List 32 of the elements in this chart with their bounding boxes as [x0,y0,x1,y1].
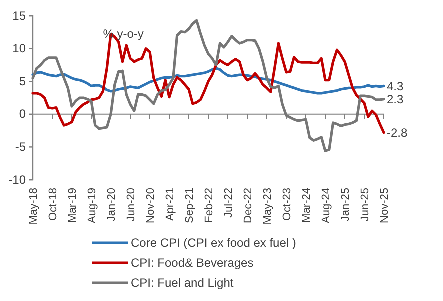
y-tick-label: -10 [8,172,26,187]
x-tick-label: Mar-19 [66,188,79,223]
x-tick-label: Jan-20 [106,188,118,222]
x-tick-label: Jun-25 [359,188,372,222]
x-tick-label: Feb-22 [203,188,216,223]
x-tick-label: Nov-20 [144,188,157,224]
y-tick-label: 5 [19,74,26,88]
annotation: 4.3 [387,79,404,94]
legend-label: CPI: Fuel and Light [131,276,234,290]
y-tick-label: 0 [19,107,26,122]
legend-label: Core CPI (CPI ex food ex fuel ) [131,236,296,250]
y-tick-label: -5 [15,140,26,154]
annotation: 2.3 [387,92,404,107]
annotation: -2.8 [387,126,408,140]
x-tick-label: Nov-25 [378,188,391,224]
annotation: % y-o-y [103,27,144,41]
x-tick-label: Jan-25 [340,188,352,222]
x-tick-label: May-23 [262,188,274,225]
legend-label: CPI: Food& Beverages [131,256,254,270]
x-tick-label: Apr-21 [164,188,176,222]
x-tick-label: Oct-18 [47,188,60,222]
x-tick-label: Jun-20 [125,188,138,222]
x-tick-label: Sep-21 [184,188,196,224]
x-tick-label: Aug-19 [86,188,98,224]
x-tick-label: Mar-24 [300,188,313,223]
x-tick-label: Dec-22 [242,188,254,224]
x-tick-label: Oct-23 [281,188,294,222]
x-tick-label: Jul-22 [222,188,235,218]
y-tick-label: 15 [12,8,26,23]
x-tick-label: Aug-24 [320,188,332,224]
x-tick-label: May-18 [28,188,40,225]
y-tick-label: 10 [12,42,26,56]
